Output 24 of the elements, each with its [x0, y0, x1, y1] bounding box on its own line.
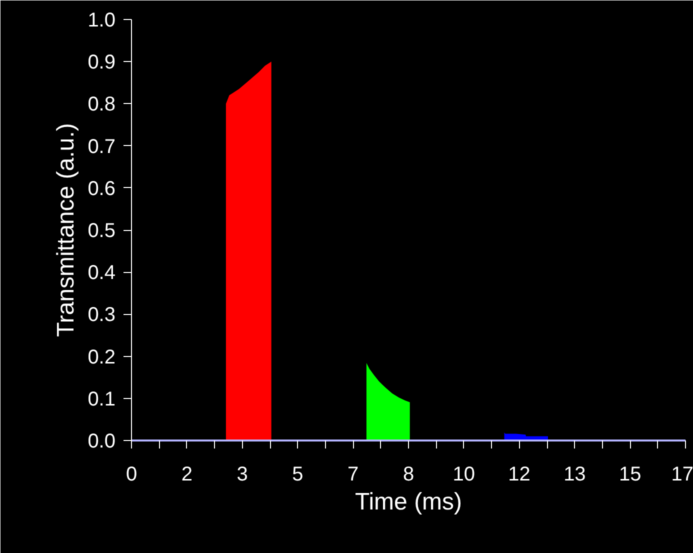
x-tick-label: 7	[348, 464, 359, 486]
x-tick-label: 2	[181, 464, 192, 486]
y-tick-label: 0.5	[88, 220, 116, 242]
y-axis-title: Transmittance (a.u.)	[52, 123, 80, 337]
y-tick-label: 0.3	[88, 304, 116, 326]
x-tick-label: 3	[236, 464, 248, 486]
y-tick-label: 0.0	[88, 430, 116, 452]
x-tick-label: 12	[508, 464, 530, 486]
x-tick-label: 10	[452, 464, 476, 486]
x-tick-label: 5	[292, 464, 304, 486]
x-tick-label: 15	[618, 464, 642, 486]
y-tick-label: 0.9	[88, 52, 116, 74]
x-axis-title: Time (ms)	[354, 488, 462, 516]
y-tick-label: 0.4	[88, 262, 116, 284]
x-tick-label: 8	[402, 464, 414, 486]
y-tick-label: 0.6	[88, 178, 116, 200]
y-tick-label: 0.1	[88, 388, 116, 410]
y-tick-label: 0.2	[88, 346, 116, 368]
y-tick-label: 1.0	[88, 10, 116, 32]
x-tick-label: 13	[564, 464, 586, 486]
x-tick-label: 17	[671, 464, 693, 486]
y-tick-label: 0.8	[88, 94, 116, 116]
y-tick-label: 0.7	[88, 136, 116, 158]
x-tick-label: 0	[126, 464, 138, 486]
